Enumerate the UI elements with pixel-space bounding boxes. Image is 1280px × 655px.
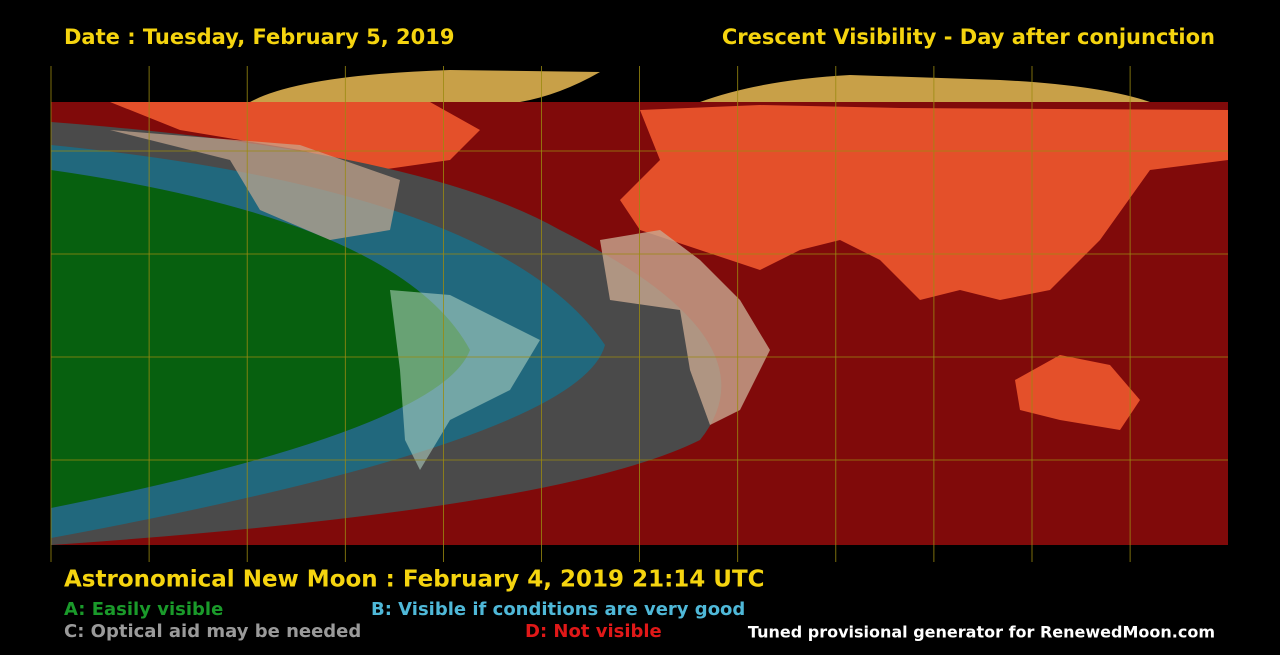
legend-c: C: Optical aid may be needed: [64, 621, 361, 642]
north-america: [110, 130, 400, 240]
title: Crescent Visibility - Day after conjunct…: [722, 25, 1215, 49]
new-moon: Astronomical New Moon : February 4, 2019…: [64, 567, 765, 593]
south-america: [390, 290, 540, 470]
legend-a: A: Easily visible: [64, 599, 223, 620]
arctic-land: [250, 70, 1150, 102]
eurasia: [620, 105, 1228, 300]
credit: Tuned provisional generator for RenewedM…: [748, 623, 1215, 642]
zone-a: [51, 170, 470, 508]
legend-b: B: Visible if conditions are very good: [371, 599, 745, 620]
legend-d: D: Not visible: [525, 621, 662, 642]
africa: [600, 230, 770, 425]
map: [50, 66, 1228, 562]
date: Date : Tuesday, February 5, 2019: [64, 25, 454, 49]
north-america-north: [110, 102, 480, 170]
australia: [1015, 355, 1140, 430]
graticule: [50, 66, 1228, 562]
